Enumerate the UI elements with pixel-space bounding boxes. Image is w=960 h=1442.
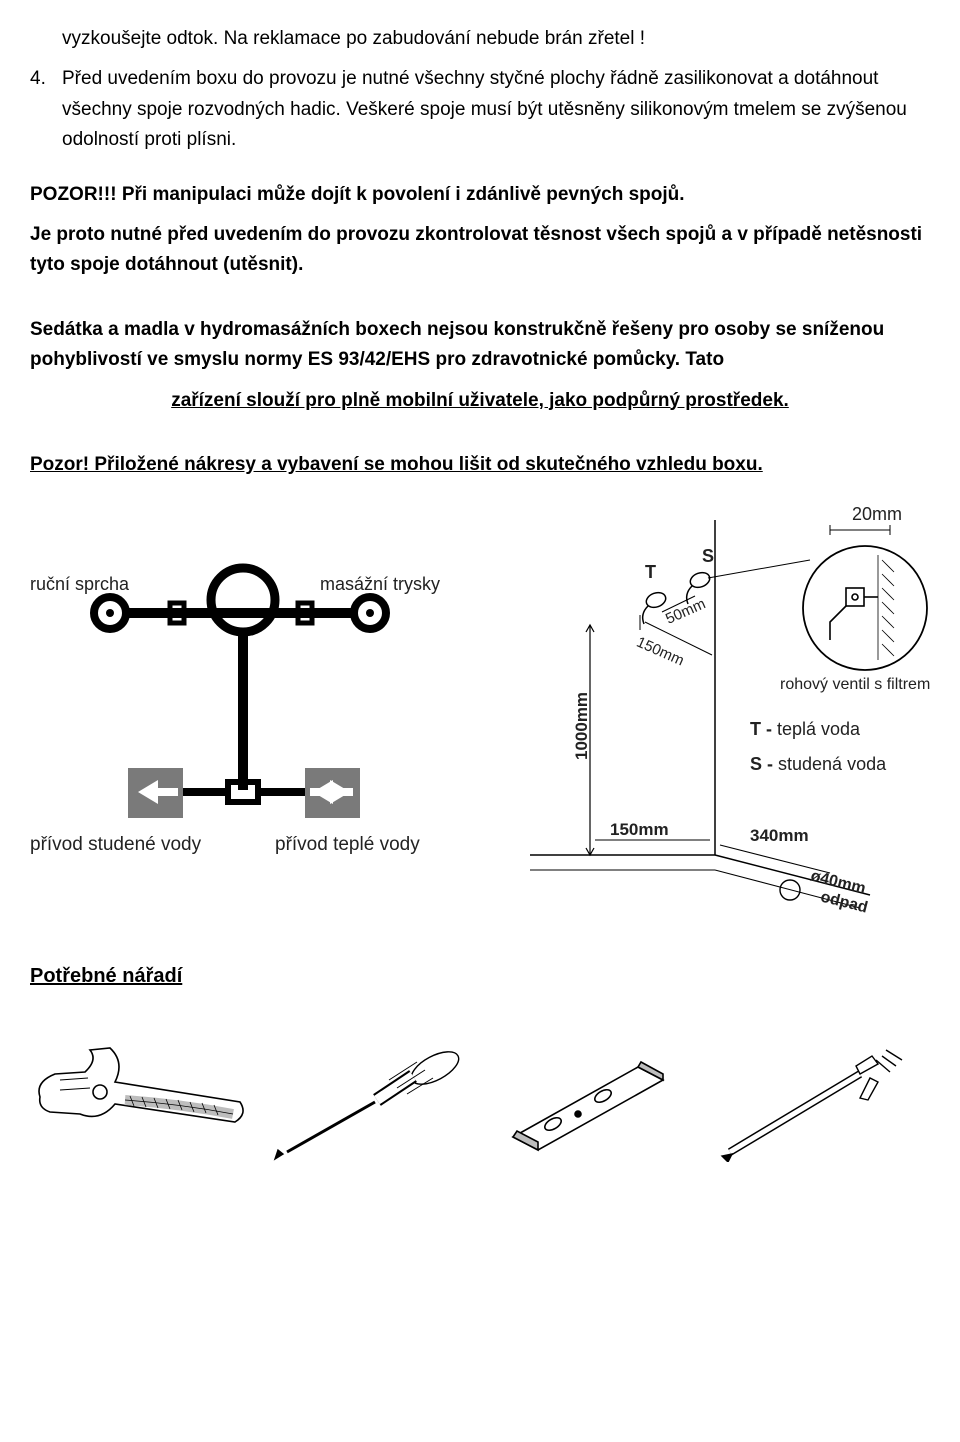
- dim-20mm: 20mm: [852, 500, 902, 529]
- legend-S: S - studená voda: [750, 750, 886, 779]
- diagram-plumbing: ruční sprcha masážní trysky přívod stude…: [30, 500, 460, 880]
- list-item-4: 4. Před uvedením boxu do provozu je nutn…: [30, 64, 930, 155]
- label-privod-studene: přívod studené vody: [30, 830, 201, 860]
- label-S: S: [702, 542, 714, 571]
- para-odtok: vyzkoušejte odtok. Na reklamace po zabud…: [30, 24, 930, 54]
- warning-line2: Je proto nutné před uvedením do provozu …: [30, 220, 930, 281]
- dim-150mm-b: 150mm: [610, 816, 669, 843]
- list-number: 4.: [30, 64, 62, 155]
- label-rucni-sprcha: ruční sprcha: [30, 570, 129, 599]
- sedatka-underline: zařízení slouží pro plně mobilní uživate…: [30, 386, 930, 416]
- tool-caulk-gun-icon: [710, 1042, 930, 1162]
- label-privod-teple: přívod teplé vody: [275, 830, 420, 860]
- para-sealing: Před uvedením boxu do provozu je nutné v…: [62, 64, 930, 155]
- dim-340mm: 340mm: [750, 822, 809, 849]
- diagram-row: ruční sprcha masážní trysky přívod stude…: [30, 500, 930, 920]
- dim-1000mm: 1000mm: [568, 692, 595, 760]
- sedatka-line: Sedátka a madla v hydromasážních boxech …: [30, 315, 930, 376]
- tools-heading: Potřebné nářadí: [30, 960, 930, 992]
- sedatka-text: Sedátka a madla v hydromasážních boxech …: [30, 319, 884, 370]
- legend-T: T - teplá voda: [750, 715, 860, 744]
- tools-row: [30, 1042, 930, 1162]
- diagram-wall: 20mm 50mm 150mm 1000mm 150mm 340mm ø40mm…: [490, 500, 930, 920]
- label-rohovy-ventil: rohový ventil s filtrem: [780, 672, 930, 698]
- tool-screwdriver-icon: [257, 1042, 477, 1162]
- tool-level-icon: [483, 1042, 703, 1162]
- warning-differs: Pozor! Přiložené nákresy a vybavení se m…: [30, 450, 930, 480]
- label-masazni-trysky: masážní trysky: [320, 570, 440, 599]
- tool-wrench-icon: [30, 1042, 250, 1162]
- warning-line1: POZOR!!! Při manipulaci může dojít k pov…: [30, 180, 930, 210]
- label-T: T: [645, 558, 656, 587]
